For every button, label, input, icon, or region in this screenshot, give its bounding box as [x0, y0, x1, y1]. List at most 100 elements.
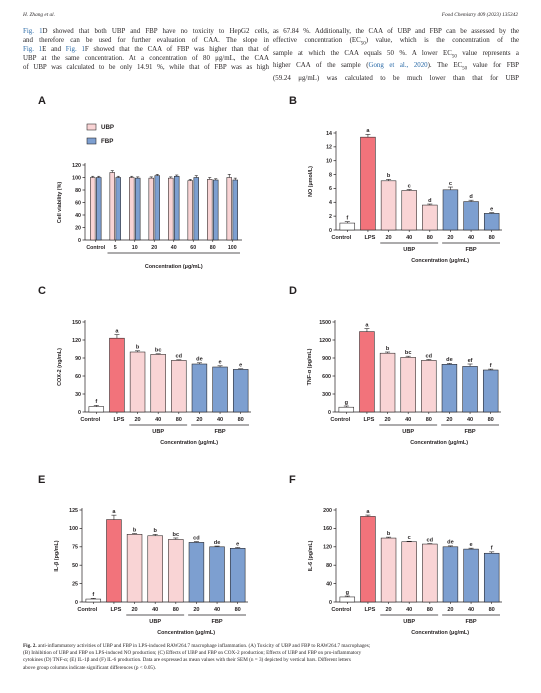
bar: [232, 369, 249, 413]
text-run: D showed that both UBP and FBP have no t…: [42, 28, 269, 35]
significance-letter: a: [366, 509, 370, 515]
x-tick-label: 40: [405, 417, 411, 423]
x-tick-label: 40: [217, 417, 223, 423]
text-run: value represents a: [456, 49, 519, 57]
x-tick-label: 40: [468, 607, 474, 613]
bar-fbp: [193, 177, 199, 241]
reference-link[interactable]: Fig. 1: [23, 28, 43, 35]
significance-letter: f: [92, 592, 94, 598]
y-tick-label: 0: [329, 228, 332, 234]
bar-fbp: [115, 177, 121, 241]
significance-letter: e: [490, 206, 493, 212]
bar: [380, 537, 397, 603]
reference-link[interactable]: Gong et al., 2020: [368, 62, 428, 70]
group-label: UBP: [403, 247, 415, 253]
x-tick-label: 40: [406, 607, 412, 613]
x-tick-label: 80: [426, 417, 432, 423]
y-tick-label: 0: [78, 410, 81, 416]
x-tick-label: 20: [385, 235, 391, 241]
y-tick-label: 20: [75, 225, 81, 231]
bar-ubp: [168, 177, 174, 241]
significance-letter: c: [449, 181, 452, 187]
x-axis-label: Concentration (μg/mL): [160, 440, 218, 446]
bar: [401, 541, 417, 603]
body_text.right-line: sample at which the CAA equals 50 %. A l…: [273, 49, 519, 61]
x-tick-label: LPS: [110, 607, 121, 613]
bar: [359, 331, 375, 413]
y-tick-label: 40: [326, 581, 332, 587]
legend-label: UBP: [101, 124, 114, 131]
significance-letter: a: [115, 328, 119, 334]
y-tick-label: 200: [323, 508, 332, 514]
group-label: FBP: [465, 247, 476, 253]
reference-link[interactable]: Fig. 1: [65, 46, 85, 54]
body_text.left-line: of UBP was calculated to be only 14.91 %…: [23, 63, 269, 72]
significance-letter: b: [387, 531, 391, 537]
panel-letter: F: [289, 474, 296, 486]
text-run: ) value, which is the concentration of t…: [365, 37, 520, 45]
significance-letter: f: [490, 363, 492, 369]
body_text.left-line: UBP at the same concentration. At a conc…: [23, 54, 269, 63]
significance-letter: c: [408, 535, 411, 541]
bar: [483, 213, 500, 231]
x-tick-label: Control: [331, 235, 351, 241]
x-tick-label: 20: [193, 607, 199, 613]
significance-letter: b: [153, 528, 157, 534]
bar-ubp: [187, 180, 193, 241]
legend: UBP FBP: [86, 123, 114, 145]
x-tick-label: 10: [132, 245, 138, 251]
bar: [482, 369, 499, 413]
bar: [442, 189, 459, 231]
x-tick-label: LPS: [363, 417, 374, 423]
y-axis-label: IL-6 (pg/mL): [308, 540, 314, 571]
text-run: higher CAA of the sample (: [273, 62, 369, 70]
text-run: ). The EC: [427, 62, 463, 70]
bar: [171, 360, 187, 413]
significance-letter: a: [112, 509, 116, 515]
x-tick-label: 20: [447, 607, 453, 613]
x-tick-label: 80: [489, 235, 495, 241]
reference-link[interactable]: Fig. 1: [23, 46, 43, 54]
chart-panel-e: E 0 25 50 75 100 125 IL-β (pg/mL) f Control a LPS b 2…: [38, 474, 248, 636]
significance-letter: de: [196, 357, 203, 363]
y-axis-label: NO (μmol/L): [308, 166, 314, 197]
bar: [106, 519, 122, 603]
significance-letter: b: [386, 346, 390, 352]
text-run: effective concentration (EC: [273, 37, 361, 45]
y-tick-label: 0: [328, 410, 331, 416]
text-run: cytokines (D) TNF-α; (E) IL-1β and (F) I…: [23, 657, 351, 664]
text-run: UBP at the same concentration. At a conc…: [23, 55, 269, 63]
x-tick-label: 20: [447, 235, 453, 241]
significance-letter: g: [345, 400, 349, 406]
bar: [360, 516, 376, 603]
bar-fbp: [96, 177, 102, 241]
bar-ubp: [109, 172, 115, 241]
body_text.left-line: Fig. 1E and Fig. 1F showed that the CAA …: [23, 45, 269, 54]
bar: [379, 352, 396, 413]
x-tick-label: Control: [330, 417, 350, 423]
panel-letter: D: [289, 285, 297, 297]
caption-line: above group columns indicate significant…: [23, 665, 519, 672]
group-label: FBP: [464, 429, 475, 435]
significance-letter: e: [470, 542, 473, 548]
bar: [88, 406, 105, 413]
bar-ubp: [90, 177, 96, 241]
x-tick-label: 20: [196, 417, 202, 423]
x-tick-label: 20: [385, 607, 391, 613]
bar: [188, 542, 205, 603]
significance-letter: a: [365, 322, 369, 328]
significance-letter: cd: [176, 354, 183, 360]
y-tick-label: 120: [72, 163, 81, 169]
x-tick-label: 20: [131, 607, 137, 613]
bar: [338, 406, 355, 413]
y-tick-label: 60: [75, 374, 81, 380]
x-tick-label: 20: [384, 417, 390, 423]
significance-letter: de: [214, 540, 221, 546]
x-tick-label: 5: [114, 245, 117, 251]
y-axis-label: IL-β (pg/mL): [54, 540, 60, 571]
bar: [441, 364, 458, 413]
x-tick-label: LPS: [113, 417, 124, 423]
significance-letter: e: [219, 360, 222, 366]
significance-letter: cd: [193, 535, 200, 541]
significance-letter: bc: [405, 350, 412, 356]
